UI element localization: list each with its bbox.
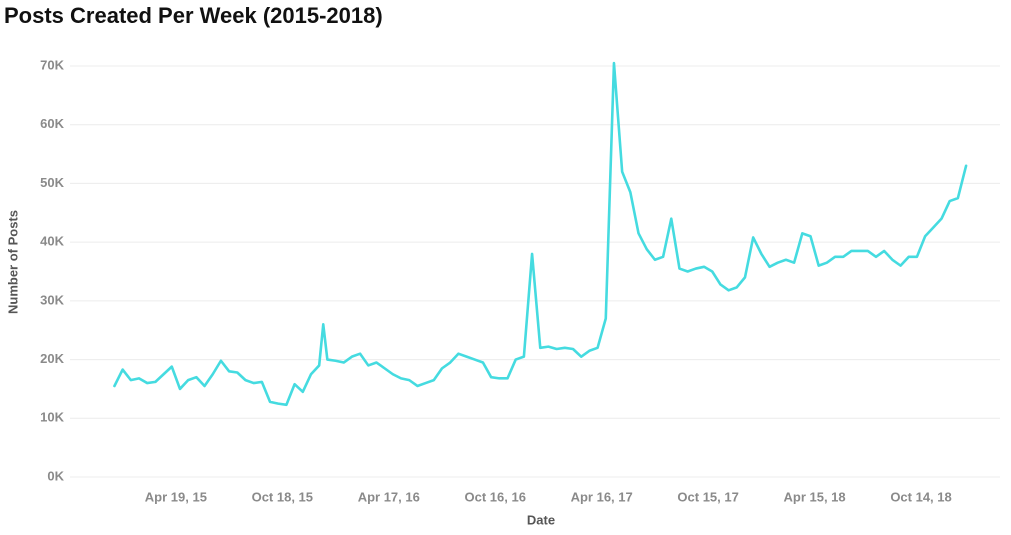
y-tick-label: 10K [40, 410, 64, 425]
y-tick-label: 60K [40, 116, 64, 131]
line-series [113, 61, 968, 407]
y-tick-label: 70K [40, 57, 64, 72]
x-tick-label: Apr 17, 16 [358, 489, 420, 504]
x-tick-label: Oct 18, 15 [252, 489, 313, 504]
x-tick-label: Oct 16, 16 [465, 489, 526, 504]
y-tick-label: 30K [40, 292, 64, 307]
y-tick-label: 50K [40, 175, 64, 190]
x-tick-label: Apr 16, 17 [571, 489, 633, 504]
y-tick-label: 40K [40, 234, 64, 249]
y-tick-label: 20K [40, 351, 64, 366]
x-tick-label: Apr 15, 18 [784, 489, 846, 504]
chart-title: Posts Created Per Week (2015-2018) [4, 3, 383, 28]
y-axis-title: Number of Posts [5, 210, 20, 314]
y-tick-label: 0K [47, 468, 64, 483]
x-axis-title: Date [527, 512, 555, 527]
x-tick-label: Oct 15, 17 [677, 489, 738, 504]
x-tick-label: Oct 14, 18 [890, 489, 951, 504]
x-tick-label: Apr 19, 15 [145, 489, 207, 504]
